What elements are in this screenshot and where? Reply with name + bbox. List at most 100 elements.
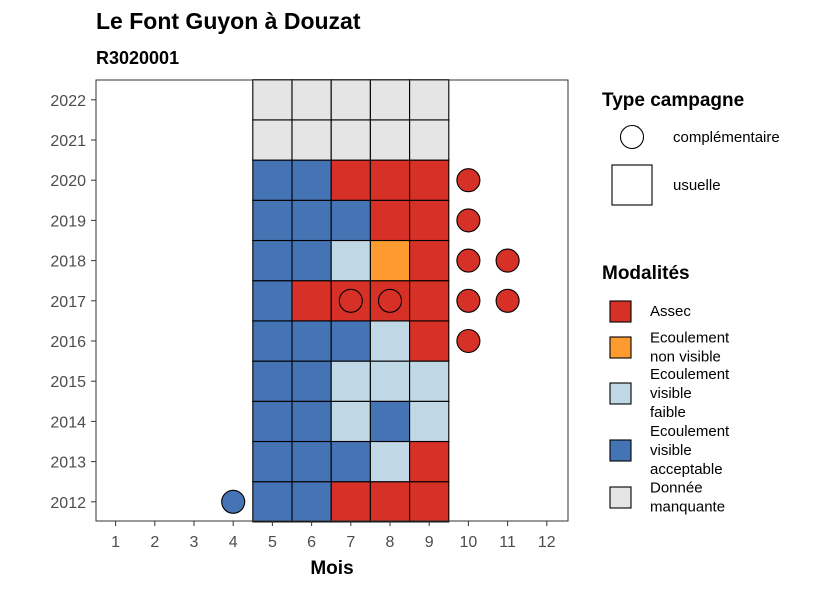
tile-2018-m7 bbox=[330, 239, 371, 282]
legend-type-label: complémentaire bbox=[673, 129, 780, 146]
tile-2021-m5 bbox=[252, 119, 293, 161]
tile-2014-m8 bbox=[369, 400, 411, 443]
legend-key-4 bbox=[609, 486, 632, 509]
tile-2022-m6 bbox=[291, 79, 332, 121]
point-2012-m4 bbox=[221, 489, 246, 514]
x-axis: 1 2 3 4 5 6 7 8 9 10 11 12 bbox=[111, 521, 556, 551]
x-tick-label: 6 bbox=[307, 534, 316, 551]
point-2017-m7 bbox=[338, 288, 363, 313]
legend-modalite-label: visible bbox=[650, 442, 692, 459]
y-tick-label: 2013 bbox=[50, 455, 86, 472]
tile-2012-m9 bbox=[409, 481, 450, 523]
legend-key-2 bbox=[609, 382, 632, 405]
x-tick-label: 7 bbox=[346, 534, 355, 551]
tile-2016-m5 bbox=[252, 320, 293, 362]
legend-modalite-label: non visible bbox=[650, 349, 721, 366]
tile-2022-m8 bbox=[369, 79, 411, 121]
y-tick-label: 2018 bbox=[50, 254, 86, 271]
point-2017-m10 bbox=[456, 288, 481, 313]
tile-2013-m7 bbox=[330, 440, 371, 483]
legend-modalite-label: Assec bbox=[650, 303, 691, 320]
tile-2021-m8 bbox=[369, 119, 411, 161]
legend-modalites-title: Modalités bbox=[602, 263, 690, 284]
tile-2016-m8 bbox=[369, 320, 411, 362]
tile-2012-m7 bbox=[330, 481, 371, 523]
tile-2019-m5 bbox=[252, 199, 293, 242]
y-tick-label: 2017 bbox=[50, 294, 86, 311]
tile-2021-m9 bbox=[409, 119, 450, 161]
legend-modalite-label: visible bbox=[650, 385, 692, 402]
tile-2015-m8 bbox=[369, 360, 411, 402]
point-2020-m10 bbox=[456, 168, 481, 193]
legend-modalite-label: faible bbox=[650, 404, 686, 421]
tile-2020-m6 bbox=[291, 159, 332, 201]
legend-modalite-label: acceptable bbox=[650, 461, 723, 478]
legend-circle-key bbox=[619, 124, 645, 150]
chart-title: Le Font Guyon à Douzat bbox=[96, 8, 361, 34]
point-2018-m11 bbox=[495, 248, 520, 273]
tile-2014-m6 bbox=[291, 400, 332, 443]
tile-2017-m5 bbox=[252, 280, 293, 322]
tile-2012-m5 bbox=[252, 481, 293, 523]
tile-2020-m9 bbox=[409, 159, 450, 201]
point-2016-m10 bbox=[456, 328, 481, 354]
x-tick-label: 4 bbox=[229, 534, 238, 551]
tile-2020-m5 bbox=[252, 159, 293, 201]
x-tick-label: 11 bbox=[499, 534, 516, 551]
point-2017-m11 bbox=[495, 288, 520, 313]
tile-2013-m5 bbox=[252, 440, 293, 483]
tile-2015-m5 bbox=[252, 360, 293, 402]
tile-2020-m7 bbox=[330, 159, 371, 201]
tile-2019-m7 bbox=[330, 199, 371, 242]
tile-2014-m7 bbox=[330, 400, 371, 443]
legend-modalite-label: Ecoulement bbox=[650, 330, 730, 347]
tile-2012-m6 bbox=[291, 481, 332, 523]
tile-2013-m8 bbox=[369, 440, 411, 483]
x-tick-label: 8 bbox=[386, 534, 395, 551]
tile-2012-m8 bbox=[369, 481, 411, 523]
y-tick-label: 2016 bbox=[50, 334, 86, 351]
legend-type-label: usuelle bbox=[673, 177, 721, 194]
point-2018-m10 bbox=[456, 248, 481, 273]
legend-modalites: Modalités Assec Ecoulement non visible Ecou… bbox=[602, 263, 730, 516]
x-tick-label: 12 bbox=[538, 534, 556, 551]
legend-modalite-label: Ecoulement bbox=[650, 423, 730, 440]
y-tick-label: 2015 bbox=[50, 374, 86, 391]
tile-2021-m6 bbox=[291, 119, 332, 161]
x-tick-label: 9 bbox=[425, 534, 434, 551]
y-axis: 2012 2013 2014 2015 2016 2017 2018 2019 2020 2021… bbox=[50, 93, 96, 512]
tile-2016-m6 bbox=[291, 320, 332, 362]
tile-2018-m9 bbox=[409, 239, 450, 282]
tile-2013-m9 bbox=[409, 440, 450, 483]
tile-2019-m9 bbox=[409, 199, 450, 242]
x-tick-label: 5 bbox=[268, 534, 277, 551]
tile-2019-m8 bbox=[369, 199, 411, 242]
tile-2015-m6 bbox=[291, 360, 332, 402]
legend-key-1 bbox=[609, 336, 632, 359]
legend-key-0 bbox=[609, 300, 632, 323]
legend-square-key bbox=[611, 164, 653, 206]
tile-2017-m6 bbox=[291, 280, 332, 322]
tile-2022-m7 bbox=[330, 79, 371, 121]
legend-key-3 bbox=[609, 439, 632, 462]
usual-campaign-cells bbox=[252, 79, 450, 523]
tile-2019-m6 bbox=[291, 199, 332, 242]
y-tick-label: 2022 bbox=[50, 93, 86, 110]
y-tick-label: 2014 bbox=[50, 414, 86, 431]
tile-2015-m9 bbox=[409, 360, 450, 402]
tile-2018-m5 bbox=[252, 239, 293, 282]
y-tick-label: 2019 bbox=[50, 213, 86, 230]
tile-2016-m7 bbox=[330, 320, 371, 362]
y-tick-label: 2021 bbox=[50, 133, 86, 150]
tile-2017-m9 bbox=[409, 280, 450, 322]
tile-2014-m5 bbox=[252, 400, 293, 443]
tile-2022-m9 bbox=[409, 79, 450, 121]
legend-modalite-label: Donnée bbox=[650, 480, 703, 497]
x-tick-label: 10 bbox=[460, 534, 478, 551]
tile-2022-m5 bbox=[252, 79, 293, 121]
tile-2016-m9 bbox=[409, 320, 450, 362]
point-2017-m8 bbox=[377, 288, 403, 313]
x-axis-title: Mois bbox=[310, 558, 353, 579]
x-tick-label: 3 bbox=[190, 534, 199, 551]
